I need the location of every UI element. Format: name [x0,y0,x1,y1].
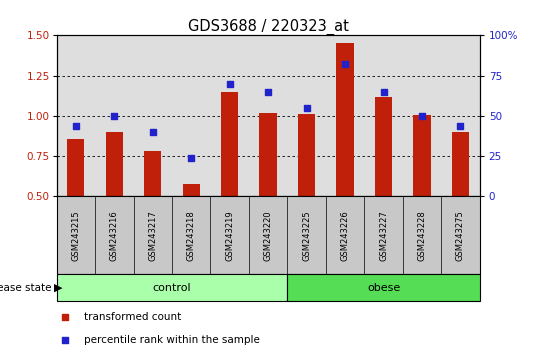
Bar [259,113,277,196]
Bar [287,274,480,301]
Point [456,123,465,129]
Text: transformed count: transformed count [84,312,181,322]
Text: GSM243275: GSM243275 [456,210,465,261]
Text: GSM243228: GSM243228 [418,210,426,261]
Bar [57,274,287,301]
Point [187,155,196,161]
Bar [183,184,200,196]
Point [418,113,426,119]
Point [302,105,311,111]
Point [379,89,388,95]
Text: GSM243216: GSM243216 [110,210,119,261]
Bar [336,42,354,196]
Text: disease state: disease state [0,282,51,293]
Text: GSM243226: GSM243226 [341,210,350,261]
Text: GSM243225: GSM243225 [302,210,311,261]
Text: ▶: ▶ [54,282,63,293]
Bar [413,115,431,196]
Text: GSM243219: GSM243219 [225,210,234,261]
Point [61,337,70,343]
Bar [67,139,85,196]
Text: GSM243218: GSM243218 [186,210,196,261]
Text: obese: obese [367,282,400,293]
Bar [375,97,392,196]
Point [341,62,349,67]
Text: percentile rank within the sample: percentile rank within the sample [84,335,260,346]
Bar [221,92,238,196]
Bar [452,132,469,196]
Text: GSM243227: GSM243227 [379,210,388,261]
Text: GSM243217: GSM243217 [148,210,157,261]
Point [148,129,157,135]
Point [225,81,234,87]
Title: GDS3688 / 220323_at: GDS3688 / 220323_at [188,19,349,35]
Bar [298,114,315,196]
Point [110,113,119,119]
Point [72,123,80,129]
Text: control: control [153,282,191,293]
Text: GSM243220: GSM243220 [264,210,273,261]
Text: GSM243215: GSM243215 [71,210,80,261]
Point [264,89,273,95]
Bar [144,152,161,196]
Point [61,314,70,320]
Bar [106,132,123,196]
